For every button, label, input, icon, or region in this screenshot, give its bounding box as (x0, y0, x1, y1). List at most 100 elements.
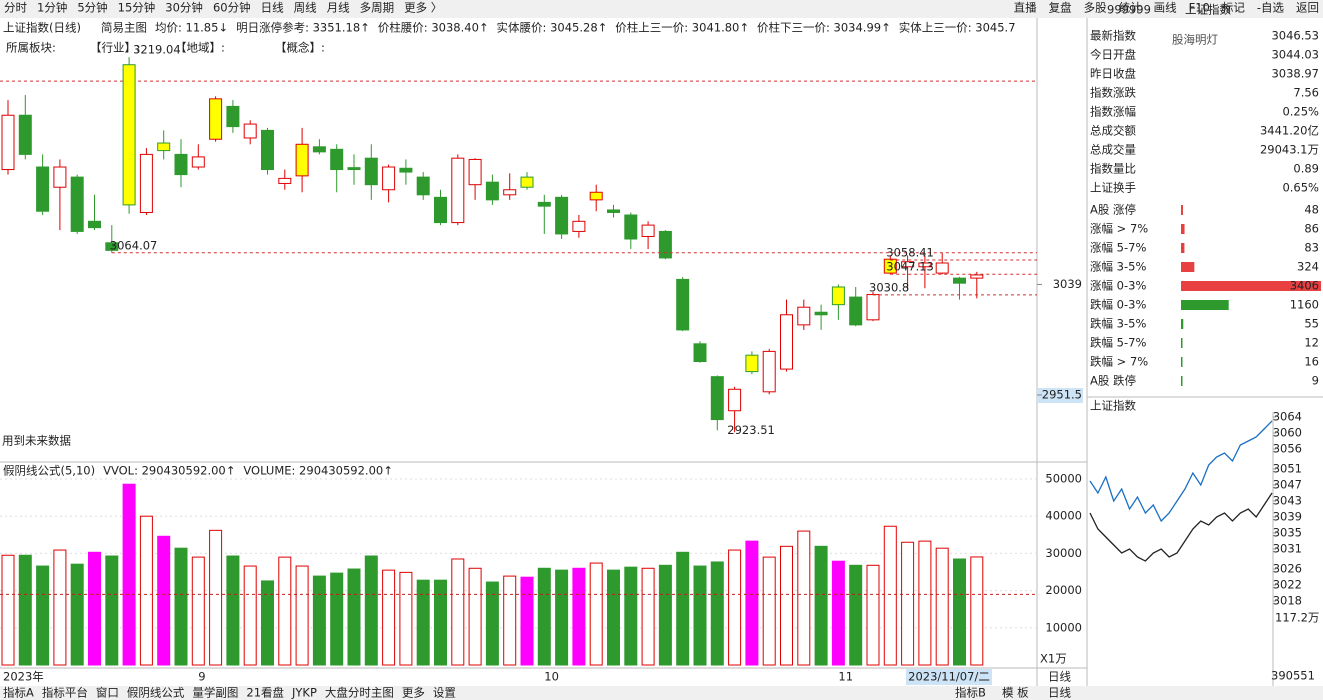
toolbar-tab[interactable]: 多周期 (360, 1, 395, 15)
breadth-value: 3406 (1290, 279, 1319, 293)
bottom-bar-bg (0, 686, 1323, 700)
breadth-bar (1181, 224, 1185, 234)
candle-body (710, 376, 724, 421)
y-tick-label: 3039 (1273, 510, 1302, 524)
toolbar-button[interactable]: -自选 (1257, 1, 1285, 15)
volume-bar (797, 530, 811, 666)
volume-bar (589, 562, 603, 666)
y-tick-label: 3026 (1273, 562, 1302, 576)
volume-bar (451, 558, 465, 666)
candle-body (572, 220, 586, 232)
bottom-tab[interactable]: 模 板 (1002, 686, 1029, 700)
toolbar-tab[interactable]: 周线 (294, 1, 317, 15)
candle-body (555, 196, 569, 235)
bottom-tab[interactable]: 窗口 (96, 686, 119, 700)
volume-bar (693, 565, 707, 666)
bottom-tab[interactable]: 日线 (1048, 686, 1071, 700)
annotation-label: 2923.51 (727, 423, 775, 437)
volume-bar (866, 564, 880, 666)
header-item: 价柱下三一价: 3034.99↑ (757, 21, 891, 35)
toolbar-button[interactable]: 画线 (1154, 1, 1177, 15)
cursor-date: 2023/11/07/二 (908, 670, 990, 684)
toolbar-tab[interactable]: 日线 (261, 1, 284, 15)
breadth-bar (1181, 376, 1183, 386)
breadth-label: 涨幅 0-3% (1090, 279, 1146, 293)
candle-body (330, 148, 344, 171)
toolbar-button[interactable]: F10 (1189, 1, 1210, 15)
breadth-value: 9 (1312, 374, 1319, 388)
info-label: 指数涨跌 (1090, 86, 1136, 100)
bottom-tab[interactable]: 指标平台 (42, 686, 88, 700)
volume-bar (953, 558, 966, 666)
candle-body (520, 176, 534, 188)
volume-bar (485, 581, 499, 666)
x-tick-label: 2023年 (3, 670, 44, 684)
toolbar-tab[interactable]: 30分钟 (165, 1, 203, 15)
bottom-tab[interactable]: 设置 (433, 686, 456, 700)
info-value: 3441.20亿 (1260, 124, 1319, 138)
breadth-bar (1181, 338, 1183, 348)
toolbar-tab[interactable]: 1分钟 (37, 1, 67, 15)
candle-body (693, 343, 707, 362)
toolbar-button[interactable]: 返回 (1296, 1, 1319, 15)
candle-body (451, 157, 465, 224)
volume-bar (364, 555, 378, 666)
y-tick-label: 10000 (1045, 620, 1082, 634)
bottom-tab[interactable]: 量学副图 (192, 686, 238, 700)
candle-body (36, 166, 50, 212)
volume-bar (312, 575, 326, 666)
sector-label: 【地域】: (175, 41, 225, 55)
bottom-tab[interactable]: 更多 (402, 686, 425, 700)
sector-label: 【行业】: (90, 41, 140, 55)
toolbar-tab[interactable]: 15分钟 (118, 1, 156, 15)
bottom-tab[interactable]: 假阴线公式 (127, 686, 185, 700)
bottom-tab[interactable]: JYKP (291, 686, 317, 700)
candle-body (382, 166, 396, 191)
candle-body (174, 153, 188, 176)
sector-label: 【概念】: (275, 41, 325, 55)
toolbar-tab[interactable]: 分时 (4, 1, 27, 15)
toolbar-button[interactable]: 复盘 (1049, 1, 1072, 15)
candle-body (18, 114, 32, 155)
x-tick-label: 10 (544, 670, 559, 684)
bottom-tab[interactable]: 指标A (3, 686, 34, 700)
toolbar-tab[interactable]: 5分钟 (77, 1, 107, 15)
header-item: 实体上三一价: 3045.7 (899, 21, 1016, 35)
volume-bar (105, 555, 119, 666)
bottom-tab[interactable]: 21看盘 (246, 686, 284, 700)
breadth-label: 涨幅 5-7% (1090, 241, 1146, 255)
y-tick-label: 3035 (1273, 526, 1302, 540)
breadth-label: 跌幅 0-3% (1090, 298, 1146, 312)
bottom-tab[interactable]: 大盘分时主图 (325, 686, 394, 700)
info-label: 总成交额 (1090, 124, 1136, 138)
info-value: 3046.53 (1271, 29, 1319, 43)
volume-bar (399, 571, 413, 666)
candle-body (918, 262, 932, 268)
volume-bar (728, 549, 742, 666)
y-tick-label: 40000 (1045, 509, 1082, 523)
toolbar-button[interactable]: 多股 (1084, 1, 1107, 15)
info-label: 最新指数 (1090, 29, 1136, 43)
toolbar-button[interactable]: 统计 (1119, 1, 1142, 15)
candle-body (849, 296, 863, 326)
toolbar-button[interactable]: 直播 (1014, 1, 1037, 15)
toolbar-tab[interactable]: 更多 〉 (404, 1, 442, 15)
toolbar-tab[interactable]: 60分钟 (213, 1, 251, 15)
toolbar-tab[interactable]: 月线 (327, 1, 350, 15)
volume-bar (330, 572, 344, 666)
breadth-bar (1181, 262, 1195, 272)
bottom-tab[interactable]: 指标B (955, 686, 986, 700)
candle-body (970, 274, 984, 279)
candle-body (762, 350, 776, 393)
note: 用到未来数据 (2, 434, 71, 448)
volume-bar (745, 540, 759, 666)
info-label: 今日开盘 (1090, 48, 1136, 62)
info-label: 指数涨幅 (1090, 105, 1136, 119)
candle-body (607, 209, 620, 213)
volume-bar (243, 565, 257, 666)
candle-body (658, 230, 672, 259)
toolbar-button[interactable]: 标记 (1222, 1, 1245, 15)
volume-bar (780, 545, 793, 666)
x-tick-label: 9 (198, 670, 205, 684)
